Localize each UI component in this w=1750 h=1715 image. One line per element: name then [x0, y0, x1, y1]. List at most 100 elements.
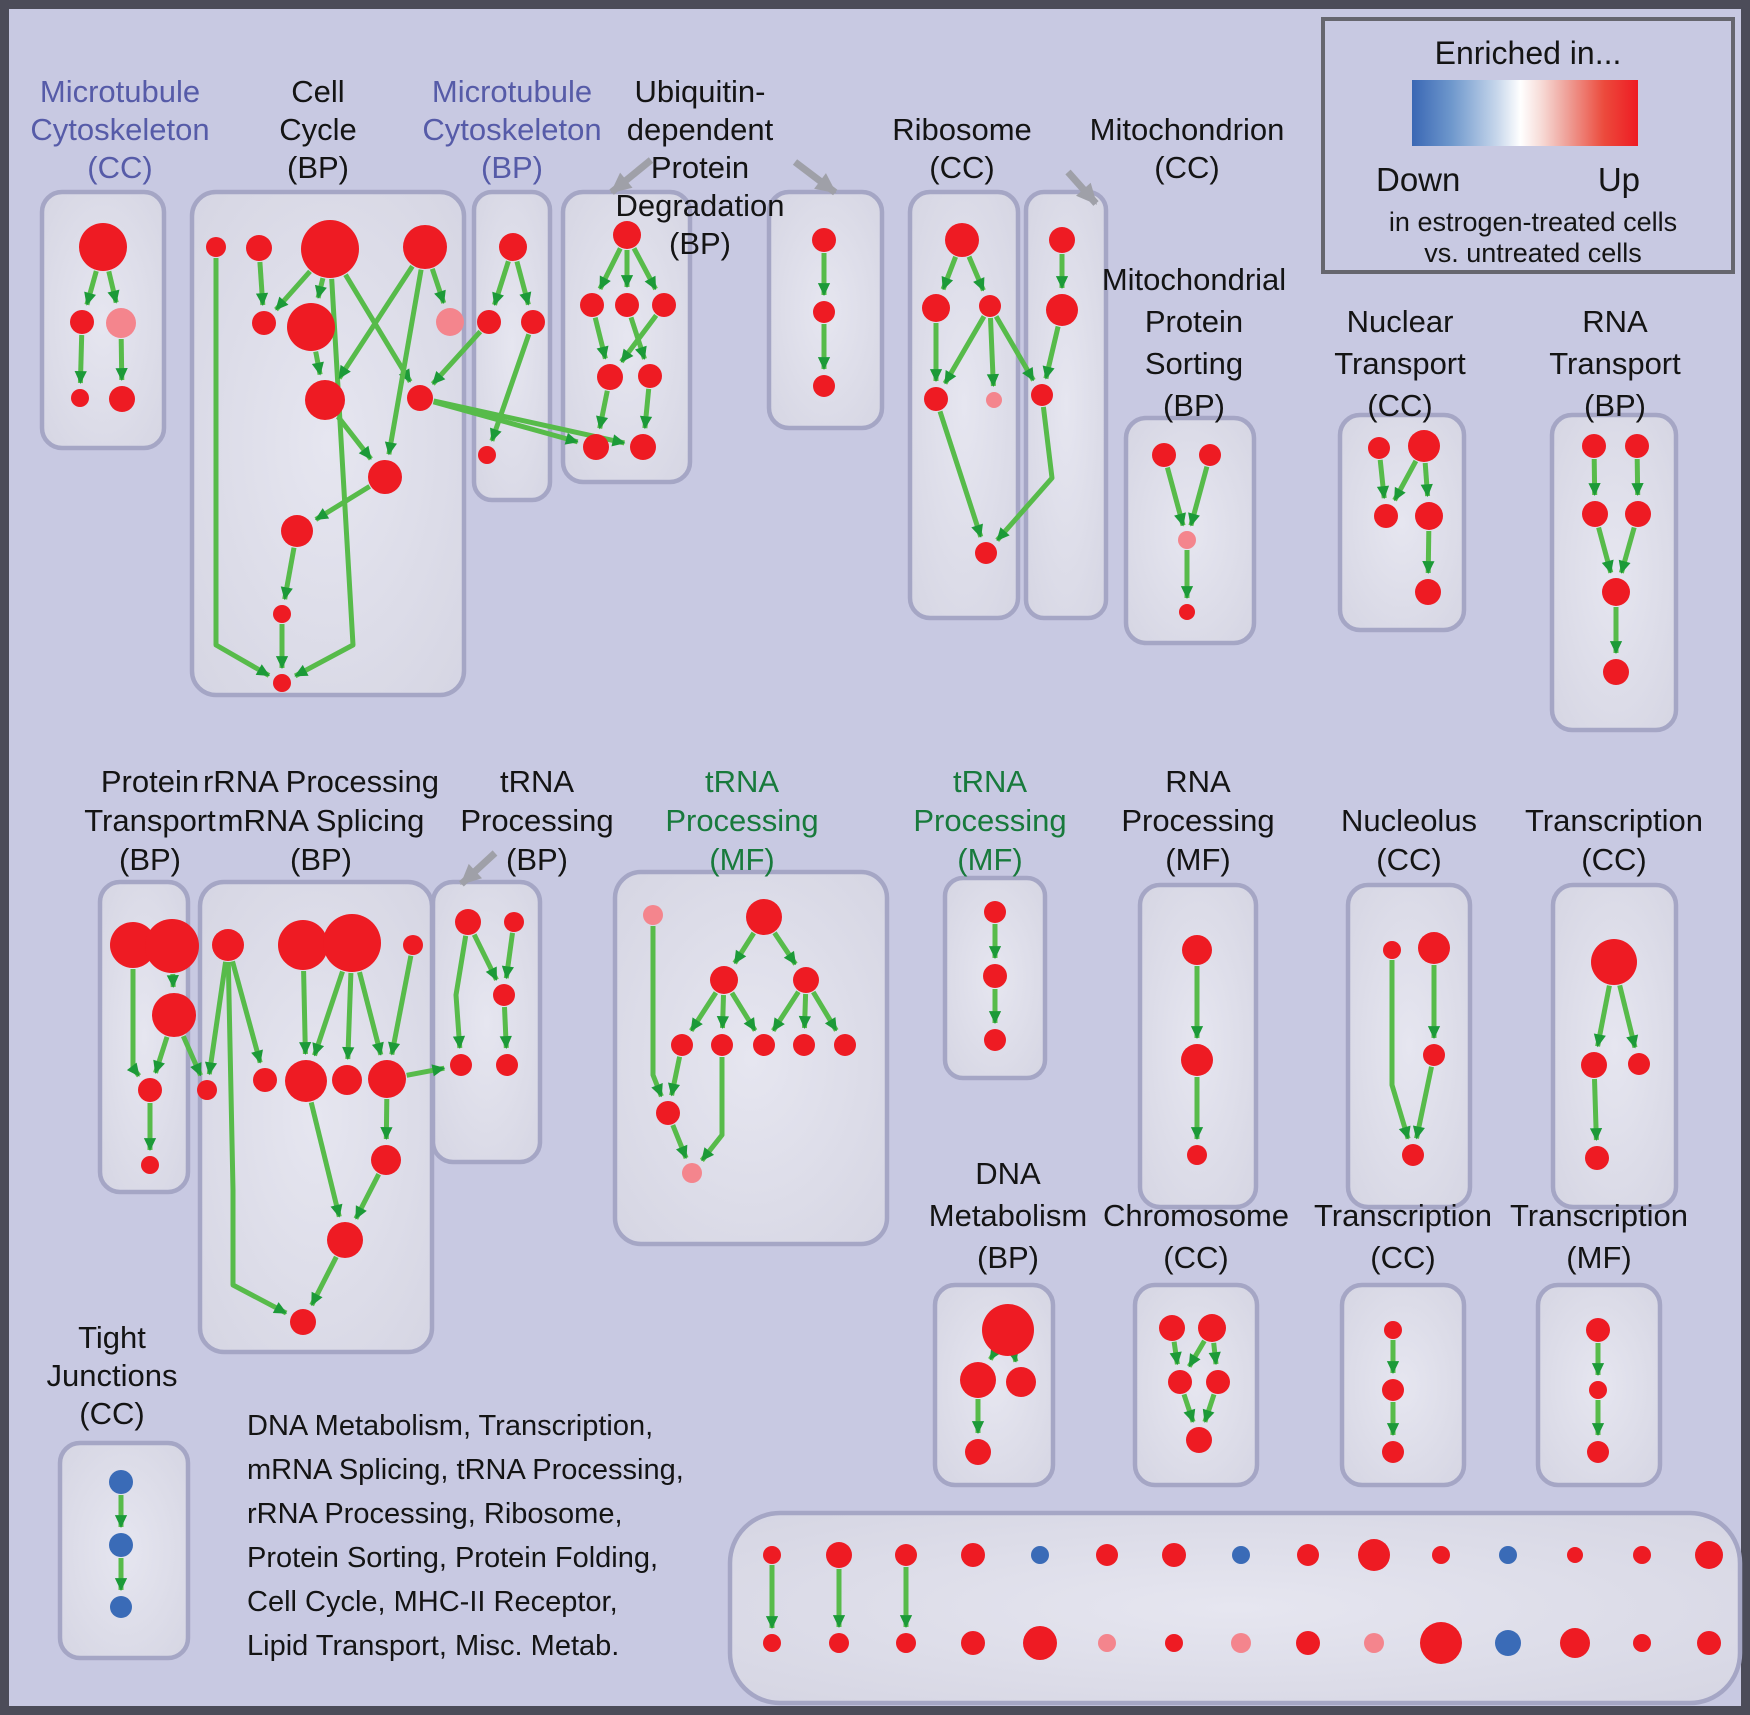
edge-arrow: [255, 261, 269, 306]
edge-arrow: [225, 961, 288, 1316]
go-term-node-blue: [1495, 1630, 1521, 1656]
go-term-node-red: [1031, 384, 1053, 406]
go-term-node-blue: [109, 1533, 133, 1557]
legend-up-label: Up: [1598, 161, 1640, 198]
cluster-label-rna-transport-bp-line-1: Transport: [1549, 346, 1681, 381]
go-term-node-red: [273, 674, 291, 692]
go-term-node-pink: [1098, 1634, 1116, 1652]
edge-arrow: [106, 270, 120, 304]
go-term-node-red: [630, 434, 656, 460]
cluster-label-nucleolus-cc-line-0: Nucleolus: [1341, 803, 1477, 838]
go-term-node-red: [496, 1054, 518, 1076]
go-term-node-red: [793, 1034, 815, 1056]
go-term-node-red: [1585, 1146, 1609, 1170]
edge-arrow: [499, 1006, 512, 1049]
go-term-node-red: [1582, 501, 1608, 527]
cluster-label-trna-processing-mf-large-line-0: tRNA: [705, 764, 779, 799]
go-term-node-red: [504, 912, 524, 932]
edge-arrow: [1618, 526, 1637, 574]
edge-arrow: [1420, 462, 1433, 498]
edge-arrow: [988, 1346, 1002, 1361]
edge-arrow: [314, 277, 327, 299]
edge-arrow: [1376, 459, 1390, 500]
edge-arrow: [729, 991, 758, 1032]
cluster-label-trna-processing-mf-small-line-2: (MF): [957, 842, 1022, 877]
edge-arrow: [1006, 1348, 1019, 1363]
go-term-node-red: [145, 919, 199, 973]
go-term-node-red: [656, 1101, 680, 1125]
go-term-node-pink: [986, 392, 1002, 408]
edge-arrow: [459, 850, 498, 887]
edge-arrow: [772, 931, 798, 966]
go-term-node-red: [746, 899, 782, 935]
cluster-label-nuclear-transport-cc-line-1: Transport: [1334, 346, 1466, 381]
footer-line-4: Cell Cycle, MHC-II Receptor,: [247, 1586, 618, 1618]
edge-arrow: [309, 1255, 339, 1307]
cluster-label-rna-transport-bp-line-0: RNA: [1582, 304, 1648, 339]
go-term-node-red: [493, 984, 515, 1006]
go-term-node-pink: [106, 308, 136, 338]
cluster-box-mixed-functions-bar: [727, 1510, 1743, 1706]
cluster-label-protein-transport-bp-line-1: Transport: [84, 803, 216, 838]
go-term-node-red: [407, 385, 433, 411]
go-term-node-red: [763, 1634, 781, 1652]
edge-arrow: [986, 317, 1000, 387]
go-term-node-red: [982, 1304, 1034, 1356]
go-term-node-red: [499, 233, 527, 261]
go-term-node-red: [961, 1631, 985, 1655]
go-term-node-red: [278, 920, 328, 970]
go-term-node-red: [1560, 1628, 1590, 1658]
edge-arrow: [798, 993, 812, 1029]
cluster-label-transcription-cc-line-1: (CC): [1581, 842, 1646, 877]
go-term-node-red: [1382, 1441, 1404, 1463]
edge-arrow: [732, 931, 756, 965]
go-term-node-red: [1297, 1544, 1319, 1566]
edge-arrow: [966, 255, 986, 292]
cluster-box-chromosome-cc: [1132, 1282, 1260, 1488]
go-term-node-red: [1415, 579, 1441, 605]
go-term-node-red: [763, 1546, 781, 1564]
edge-arrow: [668, 1056, 683, 1097]
go-term-node-pink: [436, 308, 464, 336]
cluster-label-microtubule-cytoskeleton-bp-line-0: Microtubule: [432, 74, 592, 109]
go-term-node-red: [305, 380, 345, 420]
go-term-node-red: [285, 1060, 327, 1102]
go-term-node-blue: [110, 1596, 132, 1618]
edge-arrow: [430, 329, 483, 386]
edge-arrow: [1389, 960, 1411, 1140]
go-term-node-red: [368, 460, 402, 494]
go-term-node-red: [711, 1034, 733, 1056]
cluster-label-trna-processing-bp-line-2: (BP): [506, 842, 568, 877]
edge-arrow: [1042, 325, 1061, 380]
cluster-label-nuclear-transport-cc-line-2: (CC): [1367, 388, 1432, 423]
edge-arrow: [406, 1064, 446, 1078]
go-term-node-red: [652, 293, 676, 317]
go-term-node-red: [246, 235, 272, 261]
go-term-node-red: [1591, 939, 1637, 985]
edge-arrow: [1596, 526, 1614, 574]
go-term-node-red: [1402, 1144, 1424, 1166]
cluster-box-transcription-cc: [1550, 882, 1679, 1210]
go-term-node-red: [896, 1633, 916, 1653]
go-term-node-red: [1182, 935, 1212, 965]
cluster-label-transcription-cc-2-line-1: (CC): [1370, 1240, 1435, 1275]
edge-arrow: [1202, 1393, 1217, 1423]
cluster-label-transcription-cc-line-0: Transcription: [1525, 803, 1703, 838]
go-term-node-red: [1695, 1541, 1723, 1569]
cluster-label-rrna-processing-mrna-splicing-bp-line-1: mRNA Splicing: [218, 803, 425, 838]
edge-arrow: [492, 260, 511, 306]
go-term-node-red: [1432, 1546, 1450, 1564]
edge-arrow: [181, 1035, 203, 1077]
go-term-node-red: [979, 295, 1001, 317]
go-term-node-red: [1581, 1052, 1607, 1078]
edge-arrow: [230, 960, 263, 1064]
go-term-node-red: [323, 914, 381, 972]
go-term-node-red: [521, 310, 545, 334]
cluster-label-tight-junctions-cc-line-1: Junctions: [47, 1358, 178, 1393]
go-term-node-red: [1296, 1631, 1320, 1655]
edge-arrow: [489, 333, 532, 442]
cluster-label-trna-processing-mf-large-line-2: (MF): [709, 842, 774, 877]
edge-arrow: [384, 269, 424, 456]
footer-line-5: Lipid Transport, Misc. Metab.: [247, 1630, 619, 1662]
go-term-node-red: [834, 1034, 856, 1056]
